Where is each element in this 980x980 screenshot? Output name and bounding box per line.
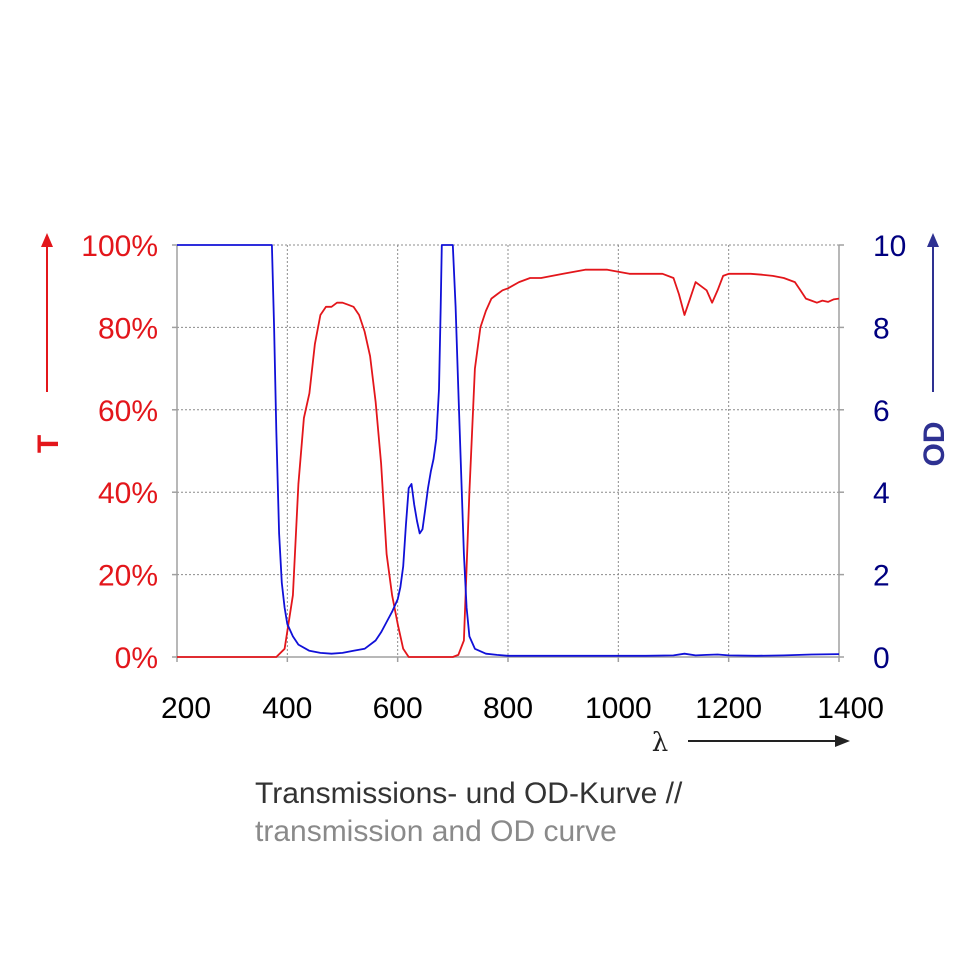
grid xyxy=(177,244,839,657)
right-tick-label: 10 xyxy=(873,230,906,263)
left-tick-label: 60% xyxy=(98,395,158,428)
caption-german: Transmissions- und OD-Kurve // xyxy=(255,777,683,810)
right-axis-arrow-head xyxy=(927,233,939,247)
left-tick-label: 80% xyxy=(98,312,158,345)
caption-english: transmission and OD curve xyxy=(255,815,617,848)
transmission-series-line xyxy=(177,268,839,658)
right-axis-label-group: OD xyxy=(918,233,951,467)
x-axis-label: λ xyxy=(652,728,668,758)
right-tick-label: 8 xyxy=(873,312,890,345)
left-tick-label: 0% xyxy=(115,642,158,675)
left-tick-label: 40% xyxy=(98,477,158,510)
x-tick-label: 1400 xyxy=(817,692,884,725)
left-tick-label: 100% xyxy=(81,230,158,263)
right-tick-label: 4 xyxy=(873,477,890,510)
x-axis-arrow-head xyxy=(835,735,850,747)
left-tick-label: 20% xyxy=(98,560,158,593)
right-tick-label: 2 xyxy=(873,560,890,593)
tick-labels: 0% 20% 40% 60% 80% 100% 0 2 4 6 8 10 200 400 600 800 100… xyxy=(81,230,906,725)
x-tick-label: 800 xyxy=(483,692,533,725)
right-tick-label: 0 xyxy=(873,642,890,675)
x-tick-label: 1200 xyxy=(695,692,762,725)
right-tick-label: 6 xyxy=(873,395,890,428)
x-tick-label: 600 xyxy=(373,692,423,725)
axes xyxy=(172,244,844,662)
od-series-line xyxy=(177,244,839,657)
left-axis-label: T xyxy=(32,435,65,453)
left-axis-arrow-head xyxy=(41,233,53,247)
left-axis-label-group: T xyxy=(32,233,65,453)
right-axis-label: OD xyxy=(918,422,951,467)
x-tick-label: 200 xyxy=(161,692,211,725)
x-tick-label: 400 xyxy=(262,692,312,725)
x-axis-label-group: λ xyxy=(652,728,850,758)
x-tick-label: 1000 xyxy=(585,692,652,725)
series-layer xyxy=(177,244,839,658)
